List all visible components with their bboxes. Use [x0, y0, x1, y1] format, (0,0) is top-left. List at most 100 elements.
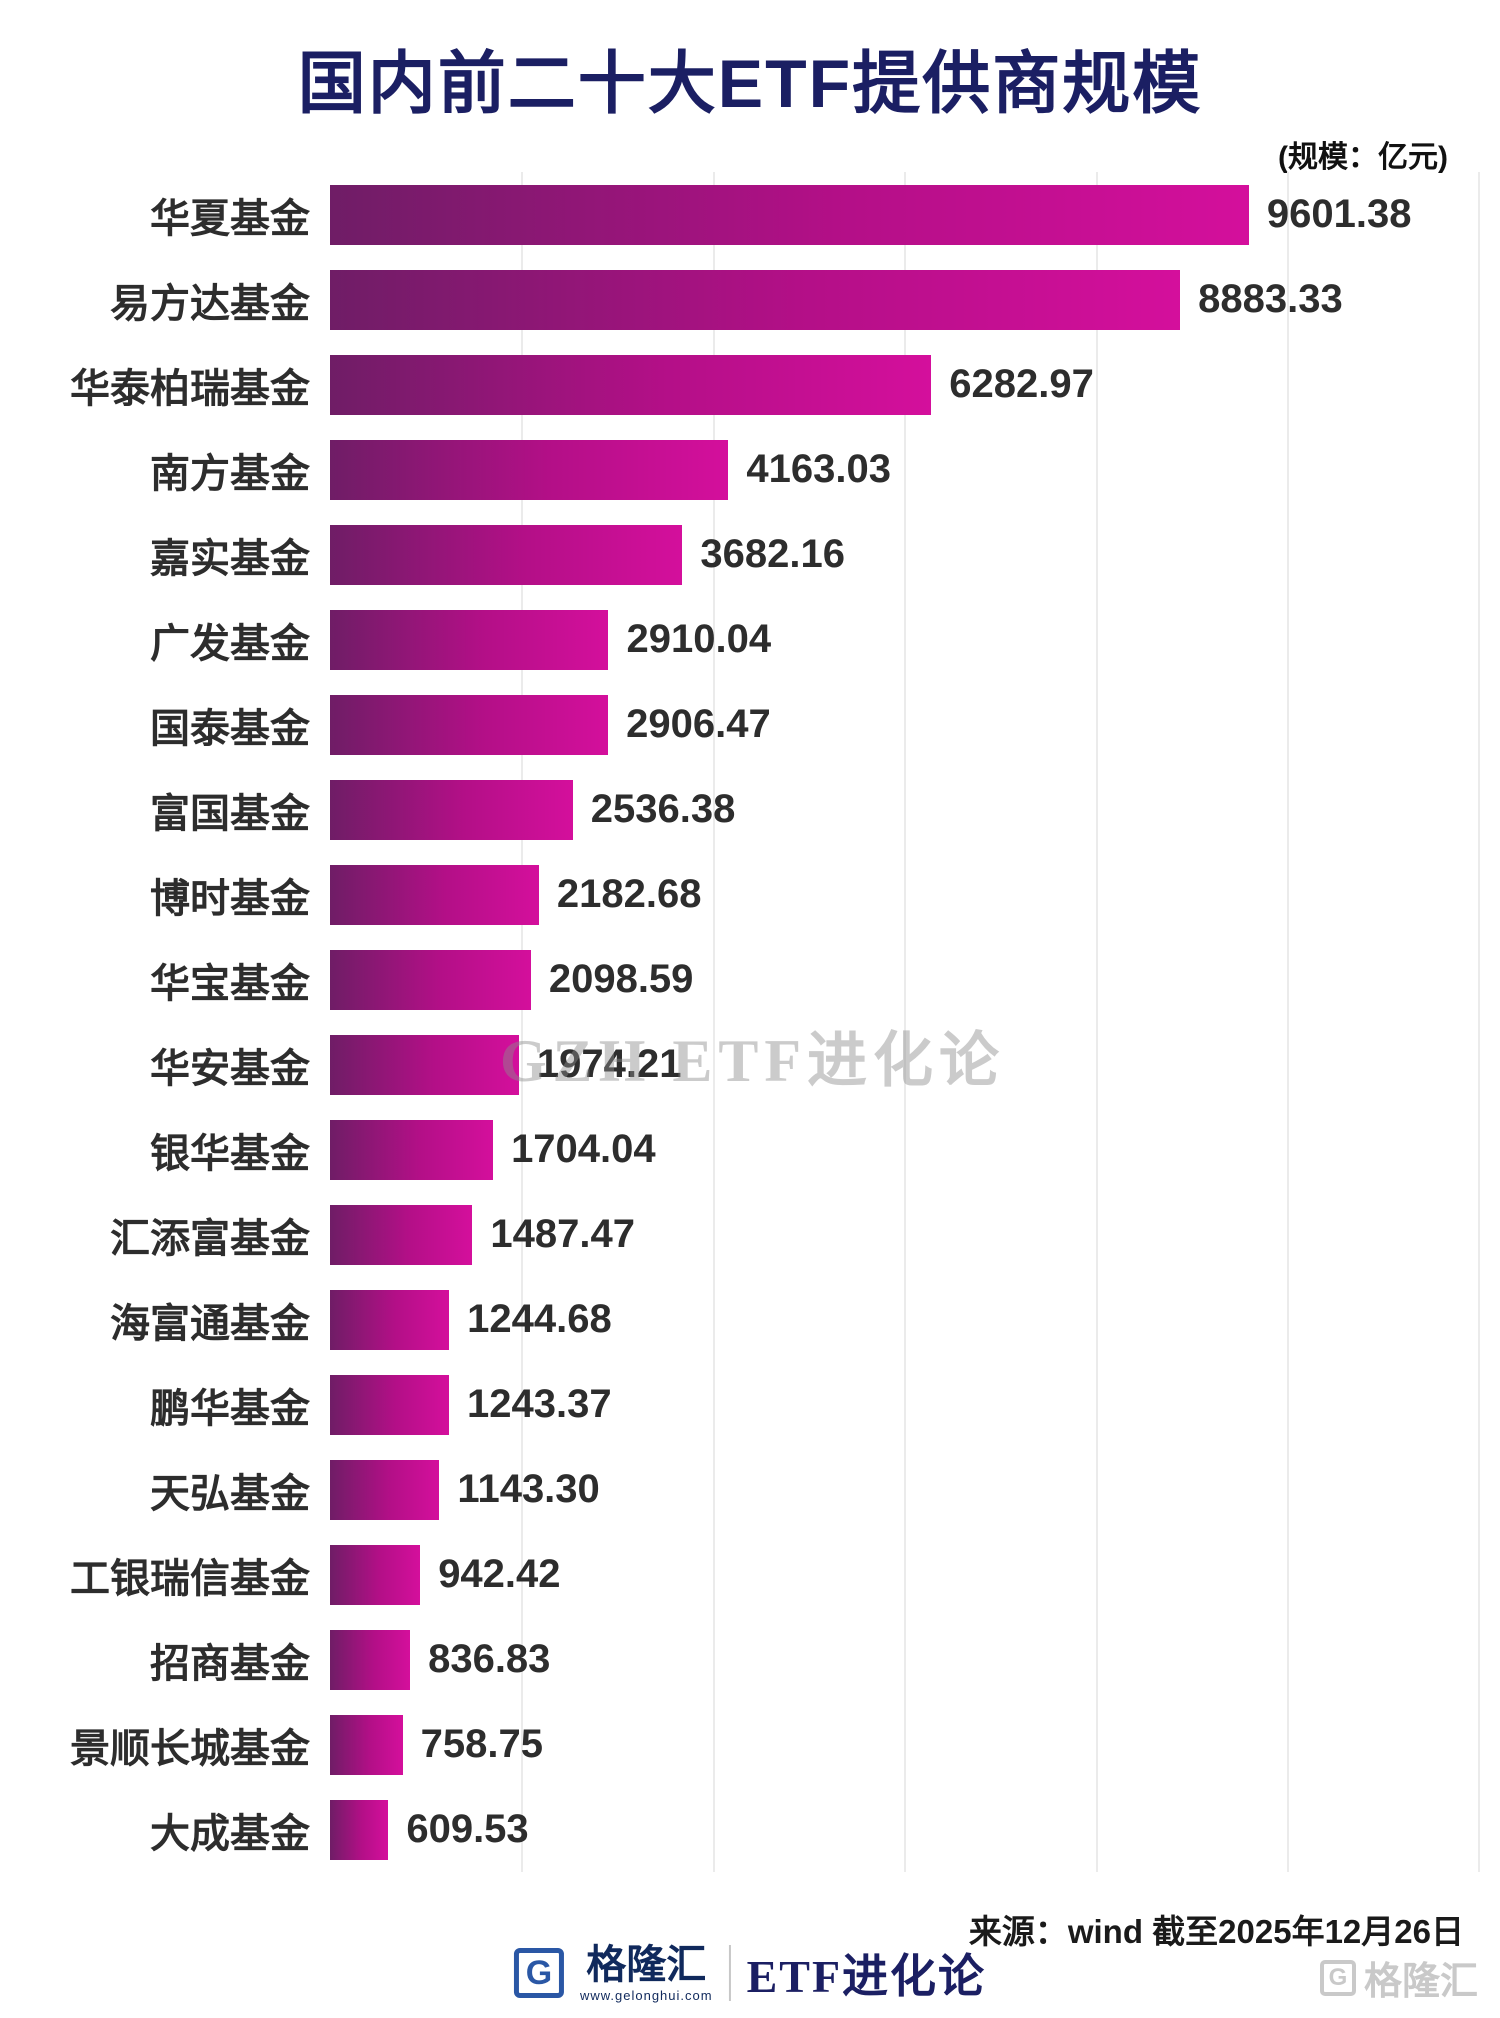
- footer-brand: G 格隆汇 www.gelonghui.com ETF进化论: [513, 1940, 987, 2006]
- bar: [330, 1119, 494, 1180]
- bar-row: 南方基金 4163.03: [0, 427, 1500, 512]
- category-label: 华安基金: [150, 1046, 310, 1091]
- category-label: 富国基金: [150, 791, 310, 836]
- category-label: 华宝基金: [150, 961, 310, 1006]
- category-label: 博时基金: [150, 876, 310, 921]
- category-label: 景顺长城基金: [70, 1726, 310, 1771]
- bar-row: 国泰基金 2906.47: [0, 682, 1500, 767]
- bar-row: 天弘基金 1143.30: [0, 1447, 1500, 1532]
- bar-row: 鹏华基金 1243.37: [0, 1362, 1500, 1447]
- value-label: 1704.04: [511, 1127, 656, 1171]
- bar-row: 嘉实基金 3682.16: [0, 512, 1500, 597]
- bar: [330, 1714, 403, 1775]
- value-label: 1487.47: [490, 1212, 635, 1256]
- gridline: [1095, 172, 1098, 1872]
- gridline: [1478, 172, 1481, 1872]
- bar: [330, 1544, 421, 1605]
- category-label: 汇添富基金: [110, 1216, 310, 1261]
- bar: [330, 864, 539, 925]
- value-label: 2910.04: [626, 617, 772, 661]
- value-label: 1143.30: [457, 1467, 600, 1511]
- bar: [330, 354, 932, 415]
- bar: [330, 269, 1181, 330]
- bar: [330, 1289, 450, 1350]
- bar-chart: 华夏基金 9601.38 易方达基金 8883.33 华泰柏瑞基金 6282.97 南方基金…: [0, 172, 1500, 1872]
- bar-row: 工银瑞信基金 942.42: [0, 1532, 1500, 1617]
- bar: [330, 184, 1249, 245]
- value-label: 836.83: [428, 1637, 551, 1681]
- brand-etf-label: ETF进化论: [746, 1951, 987, 2002]
- value-label: 9601.38: [1266, 192, 1412, 236]
- bar-row: 大成基金 609.53: [0, 1787, 1500, 1872]
- gelonghui-logo-icon: G: [513, 1948, 564, 1998]
- category-label: 天弘基金: [150, 1471, 310, 1516]
- category-label: 南方基金: [150, 451, 310, 496]
- bar: [330, 694, 609, 755]
- category-label: 华泰柏瑞基金: [70, 366, 310, 411]
- category-label: 工银瑞信基金: [70, 1556, 310, 1601]
- corner-watermark: G 格隆汇: [1319, 1950, 1478, 2005]
- brand-text: 格隆汇 www.gelonghui.com: [580, 1945, 713, 2002]
- value-label: 6282.97: [949, 362, 1094, 406]
- bar-row: 华宝基金 2098.59: [0, 937, 1500, 1022]
- value-label: 2098.59: [548, 957, 694, 1001]
- brand-url: www.gelonghui.com: [579, 1987, 713, 2003]
- value-label: 609.53: [406, 1807, 529, 1851]
- value-label: 8883.33: [1198, 277, 1343, 321]
- category-label: 国泰基金: [150, 706, 310, 751]
- bar: [330, 524, 683, 585]
- bar: [330, 1799, 389, 1860]
- bar-row: 汇添富基金 1487.47: [0, 1192, 1500, 1277]
- bar: [330, 1204, 473, 1265]
- value-label: 2182.68: [556, 872, 702, 916]
- bar: [330, 1374, 449, 1435]
- category-label: 招商基金: [150, 1641, 310, 1686]
- bar-row: 海富通基金 1244.68: [0, 1277, 1500, 1362]
- value-label: 1974.21: [536, 1042, 682, 1086]
- corner-brand-name: 格隆汇: [1363, 1961, 1478, 2003]
- category-label: 嘉实基金: [150, 536, 310, 581]
- value-label: 758.75: [420, 1722, 543, 1766]
- brand-divider: [728, 1945, 731, 2001]
- bar: [330, 949, 531, 1010]
- bar: [330, 1459, 440, 1520]
- bar-row: 招商基金 836.83: [0, 1617, 1500, 1702]
- gridline: [521, 172, 524, 1872]
- category-label: 广发基金: [150, 621, 310, 666]
- bar-row: 华泰柏瑞基金 6282.97: [0, 342, 1500, 427]
- source-note: 来源：wind 截至2025年12月26日: [968, 1913, 1464, 1950]
- gridline: [712, 172, 715, 1872]
- bar: [330, 1034, 519, 1095]
- value-label: 942.42: [438, 1552, 561, 1596]
- category-label: 易方达基金: [110, 281, 310, 326]
- value-label: 2906.47: [626, 702, 771, 746]
- bar-row: 华安基金 1974.21: [0, 1022, 1500, 1107]
- gridline: [904, 172, 907, 1872]
- bar-row: 博时基金 2182.68: [0, 852, 1500, 937]
- category-label: 海富通基金: [110, 1301, 310, 1346]
- bar-row: 易方达基金 8883.33: [0, 257, 1500, 342]
- unit-label: (规模：亿元): [1278, 141, 1448, 174]
- bar-row: 景顺长城基金 758.75: [0, 1702, 1500, 1787]
- bar-row: 银华基金 1704.04: [0, 1107, 1500, 1192]
- category-label: 银华基金: [150, 1131, 310, 1176]
- value-label: 1244.68: [467, 1297, 612, 1341]
- category-label: 鹏华基金: [150, 1386, 310, 1431]
- bar-row: 华夏基金 9601.38: [0, 172, 1500, 257]
- value-label: 1243.37: [466, 1382, 612, 1426]
- bar: [330, 439, 729, 500]
- value-label: 3682.16: [700, 532, 845, 576]
- gelonghui-logo-gray-icon: G: [1319, 1959, 1356, 1996]
- category-label: 大成基金: [150, 1811, 310, 1856]
- gridline: [1287, 172, 1289, 1872]
- bar-row: 广发基金 2910.04: [0, 597, 1500, 682]
- value-label: 4163.03: [746, 447, 891, 491]
- chart-title: 国内前二十大ETF提供商规模: [297, 46, 1203, 122]
- bar: [330, 609, 609, 670]
- value-label: 2536.38: [590, 787, 736, 831]
- bar: [330, 779, 573, 840]
- bar: [330, 1629, 411, 1690]
- bar-row: 富国基金 2536.38: [0, 767, 1500, 852]
- category-label: 华夏基金: [150, 196, 310, 241]
